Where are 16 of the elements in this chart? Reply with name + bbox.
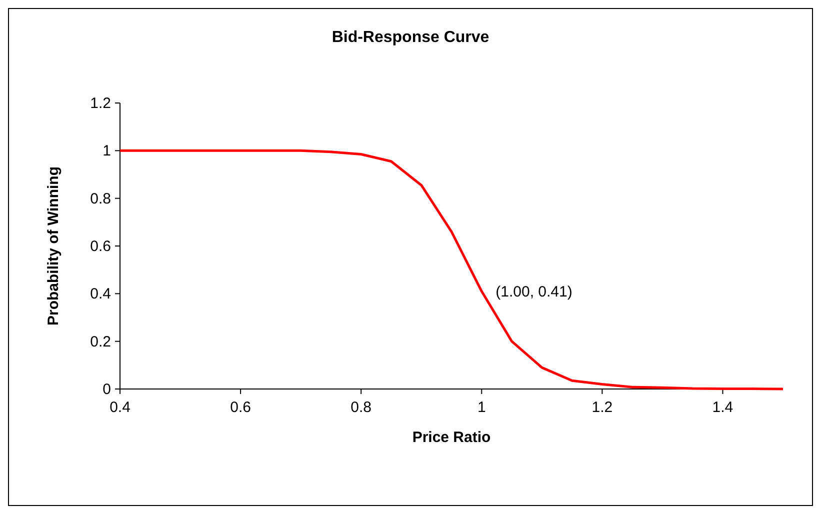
x-axis-title: Price Ratio — [412, 429, 491, 446]
x-tick-label: 1.4 — [712, 399, 734, 416]
y-tick-label: 1.2 — [90, 95, 111, 112]
y-tick-label: 0 — [102, 381, 111, 398]
annotation: (1.00, 0.41) — [496, 283, 572, 300]
x-tick-label: 0.8 — [350, 399, 372, 416]
x-tick-label: 0.6 — [230, 399, 251, 416]
y-tick-label: 1 — [102, 142, 111, 160]
y-tick-label: 0.2 — [90, 333, 111, 350]
y-tick-label: 0.6 — [90, 238, 111, 255]
x-tick-label: 1 — [477, 399, 486, 416]
y-tick-label: 0.8 — [90, 190, 111, 208]
y-tick-label: 0.4 — [90, 286, 111, 303]
x-tick-label: 1.2 — [592, 399, 613, 416]
chart-title: Bid-Response Curve — [332, 29, 490, 46]
y-axis-title: Probability of Winning — [45, 166, 62, 326]
